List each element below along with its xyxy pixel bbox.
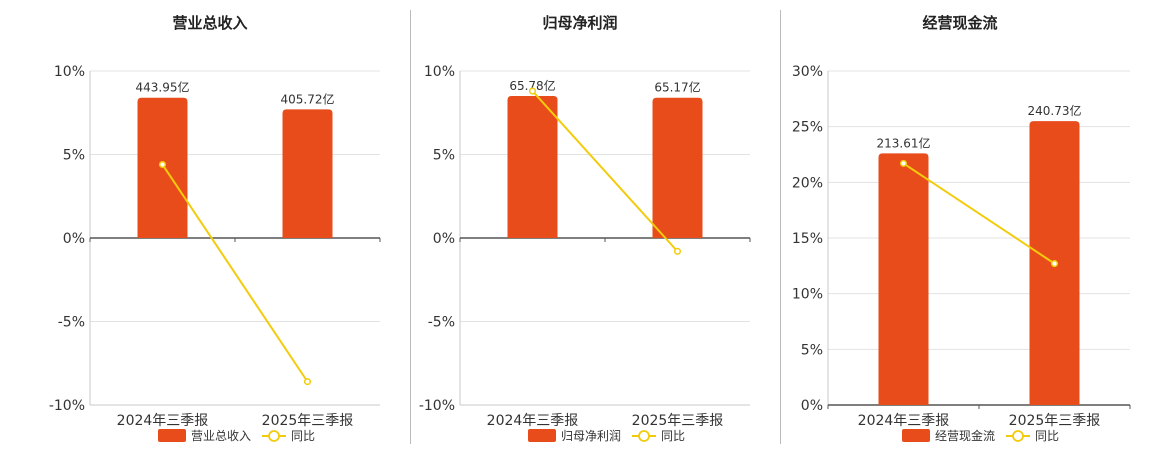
x-tick-label: 2025年三季报: [262, 413, 354, 429]
line-point: [528, 87, 537, 95]
bar-data-label: 240.73亿: [1028, 103, 1082, 118]
bar: [652, 97, 703, 238]
line-point: [158, 160, 167, 169]
legend-swatch-bar: [158, 429, 186, 442]
x-tick-label: 2025年三季报: [1009, 413, 1101, 429]
x-tick-label: 2024年三季报: [117, 413, 209, 429]
panel-divider: [410, 10, 411, 444]
bar-data-label: 213.61亿: [877, 135, 931, 150]
bar-data-label: 443.95亿: [136, 80, 190, 95]
y-tick-label: 20%: [792, 175, 823, 191]
chart-title: 经营现金流: [922, 14, 997, 32]
bar: [282, 109, 333, 238]
legend-label: 归母净利润: [561, 429, 621, 443]
bar: [878, 153, 929, 405]
legend-label: 营业总收入: [191, 429, 251, 443]
legend-label: 经营现金流: [935, 428, 995, 443]
line-point: [899, 159, 908, 167]
line-point: [1050, 260, 1059, 268]
y-tick-label: -5%: [58, 315, 85, 331]
chart-title: 营业总收入: [172, 14, 247, 32]
y-tick-label: 5%: [801, 342, 823, 358]
legend-swatch-bar: [528, 429, 556, 442]
y-tick-label: 5%: [433, 148, 455, 164]
y-tick-label: 25%: [792, 120, 823, 136]
line-point: [303, 378, 312, 386]
y-tick-label: 0%: [63, 231, 85, 247]
series-line: [531, 90, 679, 253]
series-line: [161, 163, 309, 383]
y-tick-label: -5%: [428, 315, 455, 331]
bar: [507, 96, 558, 238]
legend-label: 同比: [1035, 429, 1059, 443]
bar-data-label: 65.78亿: [509, 78, 555, 93]
y-tick-label: 5%: [63, 148, 85, 164]
x-tick-label: 2024年三季报: [858, 413, 950, 429]
legend-swatch-bar: [902, 429, 930, 442]
y-tick-label: 30%: [792, 64, 823, 80]
legend-label: 同比: [661, 429, 685, 443]
y-tick-label: 10%: [424, 64, 455, 80]
legend-swatch-marker: [268, 430, 280, 442]
y-tick-label: 10%: [792, 287, 823, 303]
bar-data-label: 65.17亿: [654, 80, 700, 95]
x-tick-label: 2025年三季报: [632, 413, 724, 429]
panel-divider: [780, 10, 781, 444]
legend-swatch-marker: [1012, 430, 1024, 442]
y-tick-label: -10%: [419, 398, 455, 414]
chart-title: 归母净利润: [542, 14, 617, 32]
series-line: [902, 162, 1056, 265]
line-point: [673, 247, 682, 255]
x-tick-label: 2024年三季报: [487, 413, 579, 429]
legend-swatch-marker: [638, 430, 650, 442]
bar-data-label: 405.72亿: [281, 91, 335, 106]
y-tick-label: 0%: [433, 231, 455, 247]
legend-label: 同比: [291, 429, 315, 443]
y-tick-label: 0%: [801, 398, 823, 414]
y-tick-label: 15%: [792, 231, 823, 247]
y-tick-label: 10%: [54, 64, 85, 80]
y-tick-label: -10%: [49, 398, 85, 414]
